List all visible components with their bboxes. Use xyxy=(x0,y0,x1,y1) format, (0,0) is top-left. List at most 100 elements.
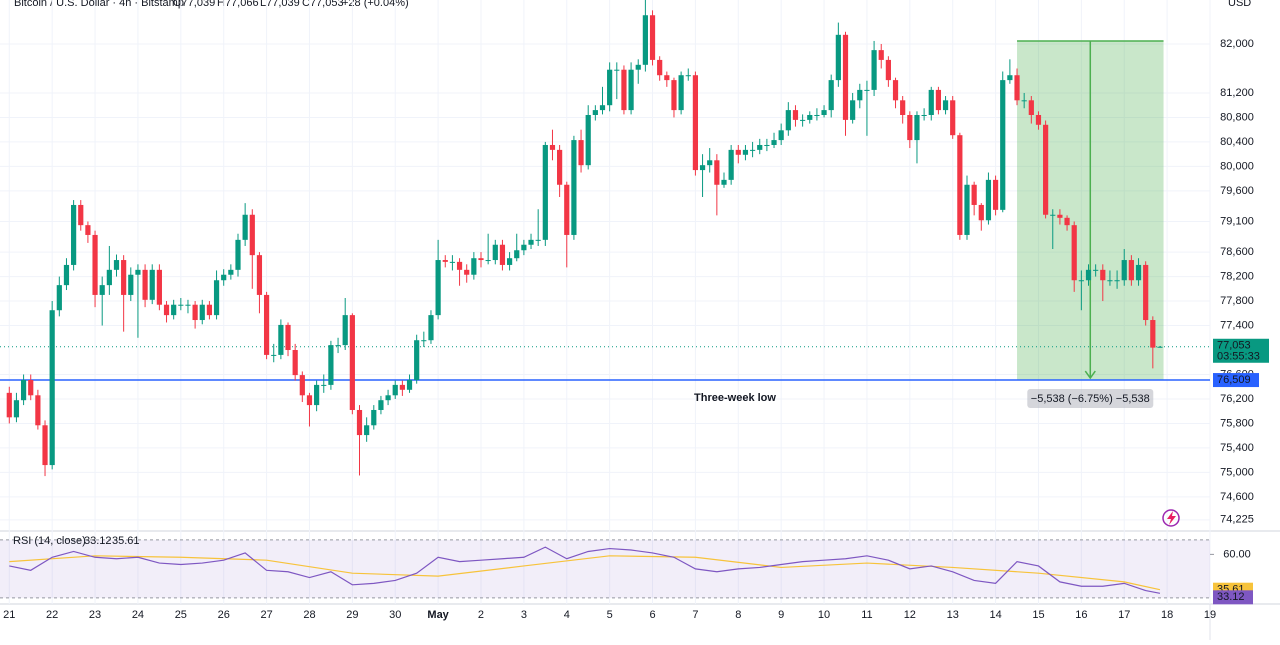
rsi-tick-label: 60.00 xyxy=(1223,548,1251,560)
candle-body xyxy=(1128,260,1134,281)
candle-body xyxy=(607,69,613,106)
candle-body xyxy=(557,149,563,185)
candle-body xyxy=(299,375,305,396)
candle-body xyxy=(342,315,348,346)
x-tick-label: 8 xyxy=(735,609,741,621)
candle-body xyxy=(99,285,105,295)
candle-body xyxy=(564,184,570,235)
y-tick-label: 79,600 xyxy=(1220,185,1254,197)
x-tick-label: 15 xyxy=(1032,609,1044,621)
candle-body xyxy=(828,80,834,111)
rsi-ma-line xyxy=(9,555,1161,591)
rsi-line xyxy=(9,546,1161,594)
x-tick-label: 11 xyxy=(861,609,872,621)
candle-body xyxy=(864,89,870,91)
candle-body xyxy=(950,100,956,136)
candle-body xyxy=(1135,264,1142,281)
ohlc-high: H77,066 xyxy=(217,0,259,9)
ohlc-low: L77,039 xyxy=(260,0,300,9)
candle-body xyxy=(1121,260,1127,281)
candle-body xyxy=(1007,75,1013,81)
candle-body xyxy=(6,392,12,418)
candle-body xyxy=(421,340,427,342)
x-tick-label: 26 xyxy=(218,609,230,621)
candle-body xyxy=(599,105,606,111)
candle-body xyxy=(1071,225,1077,281)
candle-body xyxy=(478,258,484,261)
candle-body xyxy=(42,425,48,466)
candle-body xyxy=(314,384,320,406)
candle-body xyxy=(571,140,577,235)
candle-body xyxy=(835,34,841,81)
candle-body xyxy=(1078,280,1084,282)
candle-body xyxy=(942,100,949,111)
candle-body xyxy=(249,214,255,256)
candle-body xyxy=(807,114,813,120)
candle-body xyxy=(35,395,41,426)
currency: USD xyxy=(1228,0,1251,9)
candle-body xyxy=(28,379,34,396)
candle-body xyxy=(971,184,977,205)
y-tick-label: 77,400 xyxy=(1220,319,1254,331)
y-tick-label: 75,800 xyxy=(1220,417,1254,429)
candle-body xyxy=(206,304,213,316)
x-tick-label: 22 xyxy=(46,609,58,621)
candle-body xyxy=(1143,264,1149,321)
candle-body xyxy=(1064,217,1070,226)
x-tick-label: 14 xyxy=(989,609,1001,621)
candle-body xyxy=(449,261,456,263)
measure-label: −5,538 (−6.75%) −5,538 xyxy=(1031,393,1150,405)
x-tick-label: 29 xyxy=(346,609,358,621)
x-tick-label: 12 xyxy=(904,609,916,621)
candle-body xyxy=(49,310,55,466)
candle-body xyxy=(1021,100,1027,102)
candle-body xyxy=(356,409,363,436)
candle-body xyxy=(785,110,791,131)
candle-body xyxy=(742,149,749,155)
candle-body xyxy=(1157,346,1163,348)
candle-body xyxy=(113,260,120,270)
candle-body xyxy=(485,260,491,262)
x-tick-label: 27 xyxy=(260,609,272,621)
candle-body xyxy=(135,269,141,275)
y-tick-label: 74,225 xyxy=(1220,514,1254,526)
candle-body xyxy=(471,258,477,275)
x-tick-label: 9 xyxy=(778,609,784,621)
candle-body xyxy=(800,119,806,121)
candle-body xyxy=(1014,75,1020,101)
y-tick-label: 80,400 xyxy=(1220,136,1254,148)
candle-body xyxy=(907,114,913,141)
support-price-box xyxy=(1213,373,1259,388)
candle-body xyxy=(585,114,591,166)
y-tick-label: 78,200 xyxy=(1220,270,1254,282)
candle-body xyxy=(399,384,405,390)
candle-body xyxy=(63,264,70,286)
y-tick-label: 76,200 xyxy=(1220,393,1254,405)
candle-body xyxy=(771,140,777,145)
candle-body xyxy=(778,130,784,141)
rsi-axis-label: 33.12 xyxy=(1217,591,1245,603)
candle-body xyxy=(671,80,677,111)
candle-body xyxy=(1150,320,1156,348)
candle-body xyxy=(192,304,198,321)
candle-body xyxy=(56,285,62,311)
candle-body xyxy=(321,384,327,386)
candle-body xyxy=(156,269,162,305)
change: +28 (+0.04%) xyxy=(342,0,409,9)
candle-body xyxy=(685,75,691,77)
x-tick-label: 17 xyxy=(1118,609,1130,621)
candle-body xyxy=(707,160,713,166)
ohlc-close: C77,053 xyxy=(302,0,344,9)
candle-body xyxy=(628,69,634,111)
candle-body xyxy=(714,160,720,185)
candle-body xyxy=(85,225,91,235)
last-price-label: 77,053 xyxy=(1217,340,1251,352)
candle-body xyxy=(199,304,205,321)
candle-body xyxy=(213,280,220,316)
candle-body xyxy=(285,324,291,351)
x-tick-label: 4 xyxy=(564,609,570,621)
x-tick-label: 6 xyxy=(649,609,655,621)
candle-body xyxy=(242,214,248,240)
candle-body xyxy=(121,260,127,295)
